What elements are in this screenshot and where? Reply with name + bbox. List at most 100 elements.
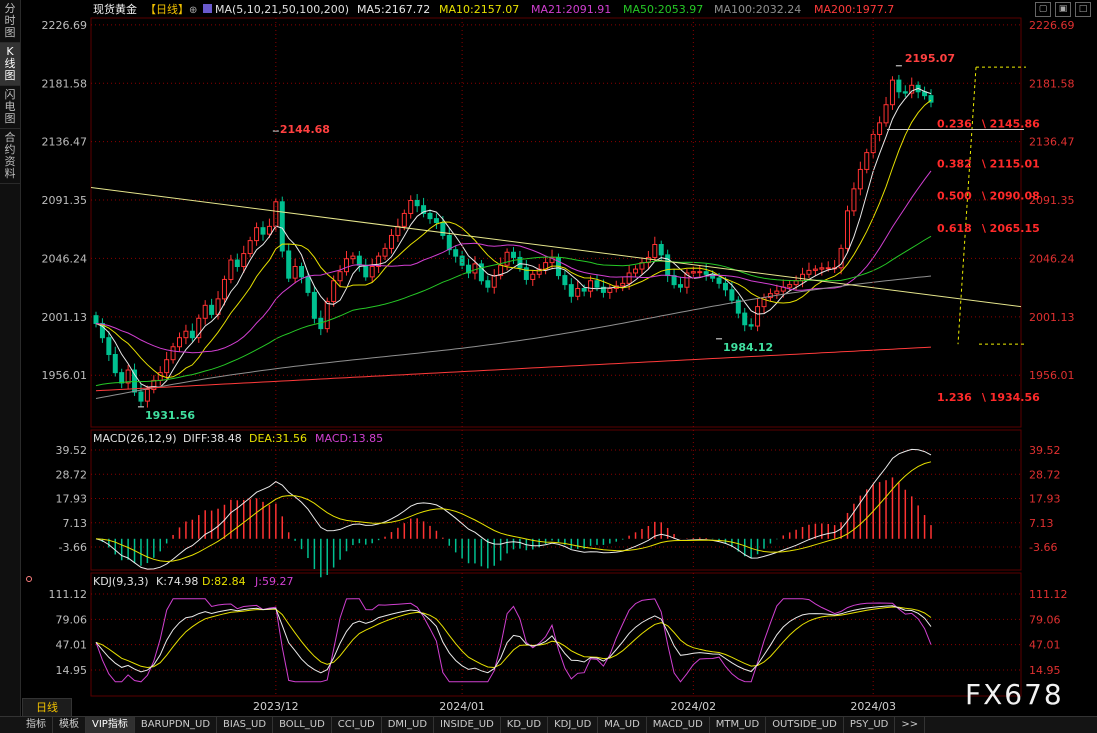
main-y-label-left: 2136.47 bbox=[42, 136, 88, 149]
toolbar-item-boll-ud[interactable]: BOLL_UD bbox=[273, 717, 332, 733]
candle-body bbox=[119, 372, 125, 384]
toolbar-item-bias-ud[interactable]: BIAS_UD bbox=[217, 717, 274, 733]
indicator-toolbar: 指标 模板 VIP指标 BARUPDN_UD BIAS_UD BOLL_UD CCI_UD D… bbox=[0, 716, 1097, 733]
toolbar-item-kdj-ud[interactable]: KDJ_UD bbox=[548, 717, 599, 733]
candle bbox=[292, 258, 298, 284]
candle-body bbox=[703, 271, 709, 275]
extreme-label: 2195.07 bbox=[905, 52, 955, 65]
candle-body bbox=[806, 269, 812, 275]
toolbar-item--[interactable]: 指标 bbox=[20, 717, 53, 733]
toolbar-item-inside-ud[interactable]: INSIDE_UD bbox=[434, 717, 501, 733]
candle-body bbox=[716, 277, 722, 284]
candle-body bbox=[408, 199, 414, 214]
toolbar-item-barupdn-ud[interactable]: BARUPDN_UD bbox=[135, 717, 218, 733]
toolbar-item-dmi-ud[interactable]: DMI_UD bbox=[382, 717, 435, 733]
period-button[interactable]: 日线 bbox=[22, 698, 72, 717]
macd-y-label-right: 39.52 bbox=[1029, 444, 1061, 457]
candle bbox=[369, 258, 375, 283]
candle bbox=[382, 243, 388, 261]
macd-value: MACD:13.85 bbox=[315, 432, 383, 445]
candle bbox=[119, 368, 125, 389]
fib-price: \ 1934.56 bbox=[978, 391, 1040, 404]
candle bbox=[819, 262, 825, 276]
candle bbox=[568, 278, 574, 303]
toolbar-item-mtm-ud[interactable]: MTM_UD bbox=[710, 717, 767, 733]
candle-body bbox=[292, 266, 298, 279]
candle bbox=[234, 253, 240, 272]
candle-body bbox=[395, 225, 401, 236]
candle-body bbox=[376, 255, 382, 268]
candle-body bbox=[877, 122, 883, 135]
main-y-label-right: 2181.58 bbox=[1029, 77, 1075, 90]
candle bbox=[626, 265, 632, 290]
candle-body bbox=[433, 218, 439, 224]
candle bbox=[870, 129, 876, 158]
fib-ratio: 0.382 bbox=[937, 157, 972, 170]
sidebar-tab-2[interactable]: 闪电图 bbox=[0, 86, 20, 129]
candle bbox=[575, 280, 581, 301]
candle bbox=[112, 346, 118, 377]
candle-body bbox=[658, 244, 664, 256]
candle-body bbox=[511, 251, 516, 258]
candle-body bbox=[735, 299, 741, 314]
macd-title: MACD(26,12,9) bbox=[93, 432, 177, 445]
candle bbox=[902, 85, 908, 97]
ma-legend-2: MA21:2091.91 bbox=[531, 3, 611, 16]
candle bbox=[600, 279, 606, 298]
ma-legend-5: MA200:1977.7 bbox=[814, 3, 894, 16]
main-y-label-right: 2091.35 bbox=[1029, 194, 1075, 207]
candle bbox=[427, 209, 433, 224]
toolbar-item-psy-ud[interactable]: PSY_UD bbox=[844, 717, 896, 733]
window-controls: ▢ ▣ □ bbox=[1035, 2, 1091, 17]
ma-params: MA(5,10,21,50,100,200) bbox=[215, 3, 349, 16]
settings-icon[interactable]: ▣ bbox=[1055, 2, 1071, 17]
candle-body bbox=[350, 255, 356, 260]
ma21-line bbox=[95, 170, 932, 354]
candle-body bbox=[254, 227, 260, 242]
candle-body bbox=[279, 201, 285, 252]
sidebar-tab-0[interactable]: 分时图 bbox=[0, 0, 20, 43]
kdj-y-label-left: 14.95 bbox=[56, 664, 88, 677]
candle-body bbox=[241, 253, 247, 268]
candle-body bbox=[504, 251, 510, 266]
candle-body bbox=[568, 284, 574, 297]
maximize-icon[interactable]: □ bbox=[1075, 2, 1091, 17]
sidebar-tab-3[interactable]: 合约资料 bbox=[0, 129, 20, 184]
candle-body bbox=[600, 286, 606, 293]
toolbar-item--[interactable]: >> bbox=[895, 717, 926, 733]
fib-price: \ 2145.86 bbox=[978, 117, 1040, 130]
candle bbox=[851, 182, 857, 217]
candle-body bbox=[787, 284, 793, 288]
toolbar-item-cci-ud[interactable]: CCI_UD bbox=[332, 717, 382, 733]
candle bbox=[485, 275, 491, 293]
ma-legend-3: MA50:2053.97 bbox=[623, 3, 703, 16]
candle-body bbox=[459, 255, 465, 266]
candle-body bbox=[286, 250, 292, 279]
candle bbox=[189, 323, 195, 342]
candle bbox=[350, 252, 356, 264]
candle-body bbox=[864, 152, 870, 170]
candle-body bbox=[401, 212, 407, 227]
kdj-y-label-left: 111.12 bbox=[49, 588, 88, 601]
toolbar-item--[interactable]: 模板 bbox=[53, 717, 86, 733]
candle bbox=[523, 260, 529, 285]
x-axis-label: 2023/12 bbox=[253, 700, 299, 713]
layout-icon[interactable]: ▢ bbox=[1035, 2, 1051, 17]
candle bbox=[671, 269, 677, 289]
candle-body bbox=[344, 258, 349, 273]
candle bbox=[896, 74, 902, 99]
toolbar-item-vip-[interactable]: VIP指标 bbox=[86, 717, 135, 733]
candle-body bbox=[684, 272, 690, 288]
candle-body bbox=[311, 291, 317, 319]
toolbar-item-kd-ud[interactable]: KD_UD bbox=[501, 717, 549, 733]
candle bbox=[767, 288, 773, 302]
kdj-k-value: K:74.98 bbox=[156, 575, 198, 588]
candle bbox=[864, 148, 870, 174]
toolbar-item-macd-ud[interactable]: MACD_UD bbox=[647, 717, 710, 733]
candle-body bbox=[575, 288, 581, 297]
toolbar-item-outside-ud[interactable]: OUTSIDE_UD bbox=[766, 717, 844, 733]
x-axis-label: 2024/03 bbox=[850, 700, 896, 713]
chart-area[interactable]: 2226.69 2226.69 2181.58 2181.58 2136.47 2136.… bbox=[21, 0, 1097, 716]
toolbar-item-ma-ud[interactable]: MA_UD bbox=[598, 717, 647, 733]
